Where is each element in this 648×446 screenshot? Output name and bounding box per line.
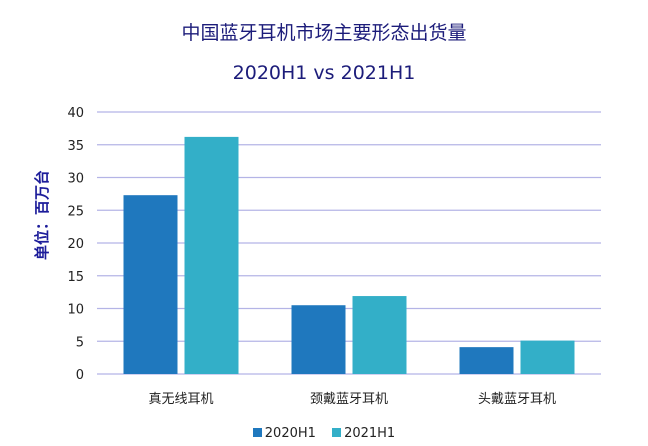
chart-title: 中国蓝牙耳机市场主要形态出货量 (181, 22, 467, 44)
y-tick-label: 10 (67, 303, 84, 318)
legend-label: 2020H1 (264, 426, 316, 441)
bar-2021h1 (520, 340, 575, 374)
legend-swatch (332, 428, 342, 437)
bar-2021h1 (352, 296, 407, 374)
y-tick-label: 40 (67, 106, 84, 121)
y-tick-label: 0 (76, 368, 84, 383)
x-tick-label: 颈戴蓝牙耳机 (310, 392, 388, 407)
legend-swatch (252, 428, 262, 437)
x-tick-label: 头戴蓝牙耳机 (478, 392, 556, 407)
chart-subtitle: 2020H1 vs 2021H1 (232, 62, 416, 84)
y-axis-label: 单位：百万台 (33, 170, 51, 260)
y-tick-label: 35 (67, 139, 84, 154)
legend-label: 2021H1 (344, 426, 396, 441)
bar-2021h1 (184, 136, 239, 374)
y-tick-label: 30 (67, 172, 84, 187)
legend-item-2021h1: 2021H1 (332, 426, 395, 441)
bar-2020h1 (123, 195, 178, 374)
legend-item-2020h1: 2020H1 (252, 426, 316, 441)
bar-2020h1 (291, 305, 346, 374)
y-tick-label: 20 (67, 237, 84, 252)
y-tick-label: 25 (67, 204, 84, 219)
x-tick-label: 真无线耳机 (148, 392, 213, 407)
y-tick-label: 15 (67, 270, 84, 285)
bar-2020h1 (459, 347, 514, 374)
y-tick-label: 5 (76, 335, 84, 350)
legend: 2020H1 2021H1 (0, 426, 648, 441)
